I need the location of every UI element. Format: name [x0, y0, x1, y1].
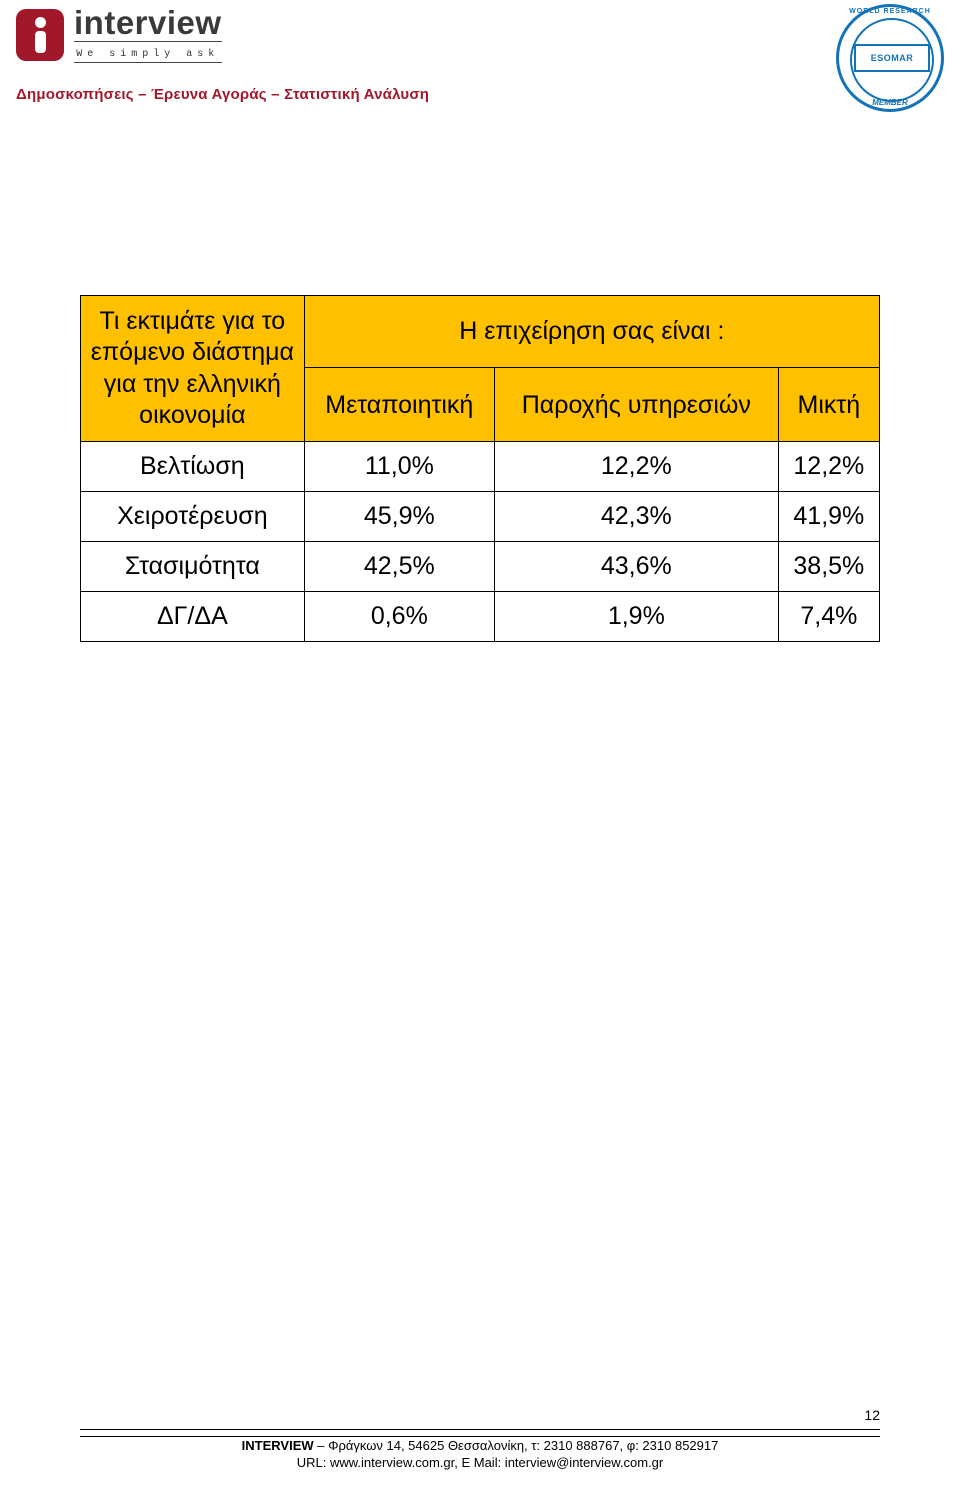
page-footer: 12 INTERVIEW – Φράγκων 14, 54625 Θεσσαλο…: [0, 1429, 960, 1472]
brand-tagline: We simply ask: [76, 49, 219, 60]
esomar-badge: WORLD RESEARCH ESOMAR MEMBER: [836, 4, 944, 112]
table-row: Χειροτέρευση 45,9% 42,3% 41,9%: [81, 492, 880, 542]
footer-line-1: INTERVIEW – Φράγκων 14, 54625 Θεσσαλονίκ…: [0, 1437, 960, 1455]
row-label: Χειροτέρευση: [81, 492, 305, 542]
cell: 45,9%: [304, 492, 494, 542]
cell: 42,5%: [304, 542, 494, 592]
footer-line-2: URL: www.interview.com.gr, E Mail: inter…: [0, 1454, 960, 1472]
col-header-2: Μικτή: [778, 368, 879, 442]
cell: 43,6%: [494, 542, 778, 592]
esomar-arc-top: WORLD RESEARCH: [836, 8, 944, 15]
cell: 0,6%: [304, 592, 494, 642]
row-group-header: Τι εκτιμάτε για το επόμενο διάστημα για …: [81, 296, 305, 442]
brand-logo: interview We simply ask: [16, 6, 222, 63]
super-header: Η επιχείρηση σας είναι :: [304, 296, 879, 368]
cell: 11,0%: [304, 442, 494, 492]
row-label: Στασιμότητα: [81, 542, 305, 592]
col-header-0: Μεταποιητική: [304, 368, 494, 442]
page-header: interview We simply ask Δημοσκοπήσεις – …: [0, 0, 960, 115]
row-label: Βελτίωση: [81, 442, 305, 492]
brand-badge-icon: [16, 9, 64, 61]
cell: 7,4%: [778, 592, 879, 642]
brand-name: interview: [74, 6, 222, 39]
cell: 42,3%: [494, 492, 778, 542]
table-row: Στασιμότητα 42,5% 43,6% 38,5%: [81, 542, 880, 592]
cell: 1,9%: [494, 592, 778, 642]
table-row: ΔΓ/ΔΑ 0,6% 1,9% 7,4%: [81, 592, 880, 642]
esomar-arc-bottom: MEMBER: [836, 98, 944, 107]
cell: 12,2%: [778, 442, 879, 492]
data-table-wrap: Τι εκτιμάτε για το επόμενο διάστημα για …: [80, 295, 880, 642]
page-subheader: Δημοσκοπήσεις – Έρευνα Αγοράς – Στατιστι…: [16, 86, 429, 103]
page-number: 12: [864, 1407, 880, 1423]
data-table: Τι εκτιμάτε για το επόμενο διάστημα για …: [80, 295, 880, 642]
row-label: ΔΓ/ΔΑ: [81, 592, 305, 642]
table-row: Βελτίωση 11,0% 12,2% 12,2%: [81, 442, 880, 492]
cell: 38,5%: [778, 542, 879, 592]
col-header-1: Παροχής υπηρεσιών: [494, 368, 778, 442]
esomar-label: ESOMAR: [871, 53, 914, 63]
footer-company: INTERVIEW: [242, 1438, 314, 1453]
footer-rest-1: – Φράγκων 14, 54625 Θεσσαλονίκη, τ: 2310…: [317, 1438, 718, 1453]
cell: 41,9%: [778, 492, 879, 542]
cell: 12,2%: [494, 442, 778, 492]
